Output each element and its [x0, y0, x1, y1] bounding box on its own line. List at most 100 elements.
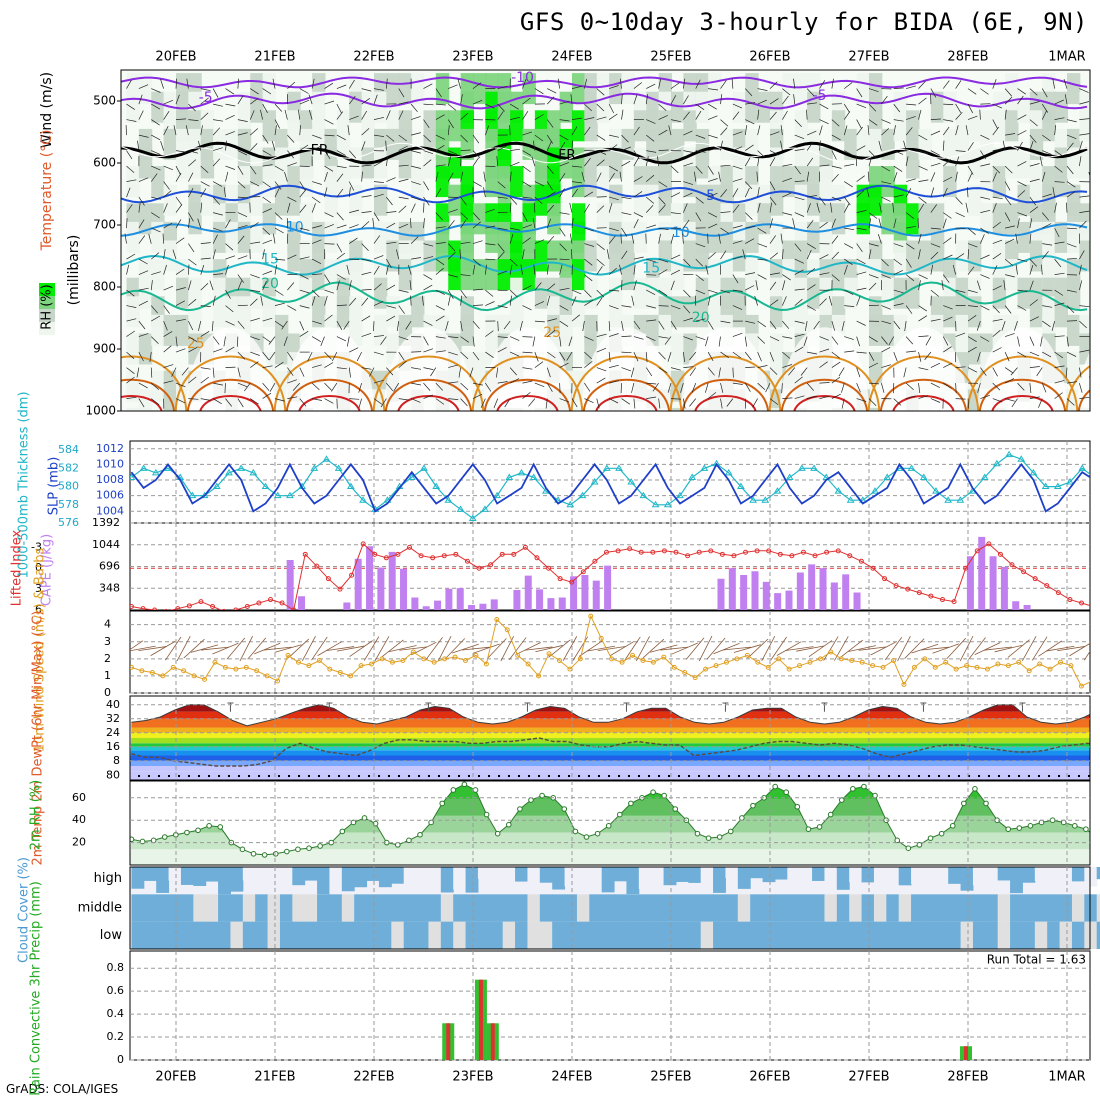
wind-barb: [423, 134, 431, 143]
wind-barb: [930, 187, 935, 198]
surface-wind-barb: [226, 637, 246, 660]
wind-barb: [831, 351, 841, 359]
wind-speed-point: [984, 666, 990, 672]
isotherm-loop: [286, 378, 373, 411]
cloud-cell: [279, 894, 293, 922]
dewpt-min-marker: [1048, 775, 1050, 777]
wind-speed-point: [202, 676, 208, 682]
isotherm-loop: [1078, 389, 1090, 411]
thickness-point: [590, 478, 599, 485]
wind-barb: [943, 212, 952, 219]
wind-barb: [534, 181, 545, 187]
rh-shade: [411, 296, 425, 328]
surface-wind-barb: [326, 646, 355, 651]
wind-barb: [126, 179, 137, 182]
wind-barb: [596, 134, 606, 141]
wind-barb: [200, 398, 211, 401]
wind-barb: [336, 150, 346, 156]
cloud-cell: [750, 867, 764, 879]
cloud-cell: [1059, 867, 1073, 893]
wind-barb: [480, 398, 486, 408]
wind-barb: [430, 367, 437, 377]
wind-barb: [485, 225, 496, 229]
wind-speed-point: [546, 651, 552, 657]
lifted-index-point: [638, 549, 644, 555]
wind-barb: [942, 187, 948, 198]
wind-barb: [732, 204, 740, 213]
cloud-cell: [156, 867, 170, 893]
wind-barb: [225, 255, 236, 260]
wind-barb: [237, 119, 248, 122]
rh-shade: [497, 407, 512, 411]
wind-barb: [878, 140, 882, 151]
wind-barb: [769, 252, 779, 260]
dewpt-min-marker: [478, 775, 480, 777]
cape-bar: [762, 581, 770, 610]
wind-barb: [708, 178, 718, 182]
rh-tick-label: 60: [72, 791, 86, 804]
surface-wind-barb: [587, 645, 616, 652]
wind-barb: [324, 351, 332, 360]
wind-barb: [510, 227, 520, 231]
wind-barb: [621, 227, 628, 237]
wind-barb: [348, 181, 355, 191]
wind-barb: [485, 301, 495, 306]
dewpt-min-marker: [358, 775, 360, 777]
wind-barb: [905, 382, 914, 391]
wind-barb: [918, 395, 929, 399]
wind-barb: [568, 336, 573, 347]
wind-barb: [691, 382, 697, 393]
rh-shade: [460, 128, 474, 160]
rh-shade: [584, 110, 598, 142]
wind-barb: [509, 378, 520, 384]
wind-barb: [757, 125, 761, 136]
wind-barb: [695, 134, 706, 139]
wind-barb: [361, 315, 371, 322]
wind-barb: [757, 150, 766, 158]
wind-speed-point: [922, 656, 928, 662]
wind-barb: [250, 222, 259, 229]
wind-barb: [269, 382, 276, 392]
cloud-cell: [638, 867, 652, 890]
wind-barb: [658, 103, 667, 111]
surface-wind-barb: [562, 636, 578, 661]
rh-point: [139, 838, 146, 845]
wind-barb: [225, 398, 232, 407]
wind-speed-point: [556, 658, 562, 664]
wind-barb: [546, 235, 555, 244]
wind-barb: [336, 304, 347, 306]
wind-barb: [546, 165, 554, 175]
slp-axis-label: SLP (mb): [47, 457, 62, 516]
rh-color-band: [130, 797, 1090, 816]
rh-point: [972, 786, 978, 792]
wind-barb: [373, 301, 384, 306]
rh-shade: [213, 221, 227, 253]
rh-shade: [299, 277, 314, 309]
wind-barb: [485, 289, 494, 297]
rh-shade: [621, 73, 635, 105]
wind-barb: [1041, 171, 1046, 182]
temp-color-band: [130, 738, 1090, 744]
wind-barb: [683, 111, 690, 120]
wind-barb: [223, 187, 226, 198]
rh-shade: [596, 166, 611, 198]
wind-barb: [237, 212, 248, 218]
wind-barb: [1017, 258, 1028, 263]
surface-wind-barb: [445, 638, 466, 659]
wind-barb: [559, 227, 566, 237]
thickness-point: [834, 487, 843, 494]
cloud-cell: [255, 867, 269, 882]
cloud-cell: [873, 867, 887, 888]
wind-speed-point: [911, 664, 917, 670]
wind-barb: [398, 351, 405, 361]
thickness-point: [944, 496, 953, 503]
wind-barb: [831, 361, 841, 368]
thickness-point: [846, 496, 855, 503]
wind-tick-label: 3: [104, 635, 111, 648]
wind-barb: [806, 219, 814, 229]
wind-barb: [744, 187, 750, 198]
wind-barb: [237, 274, 244, 283]
wind-barb: [274, 361, 284, 368]
rh-shade: [968, 407, 982, 411]
wind-barb: [918, 203, 924, 213]
